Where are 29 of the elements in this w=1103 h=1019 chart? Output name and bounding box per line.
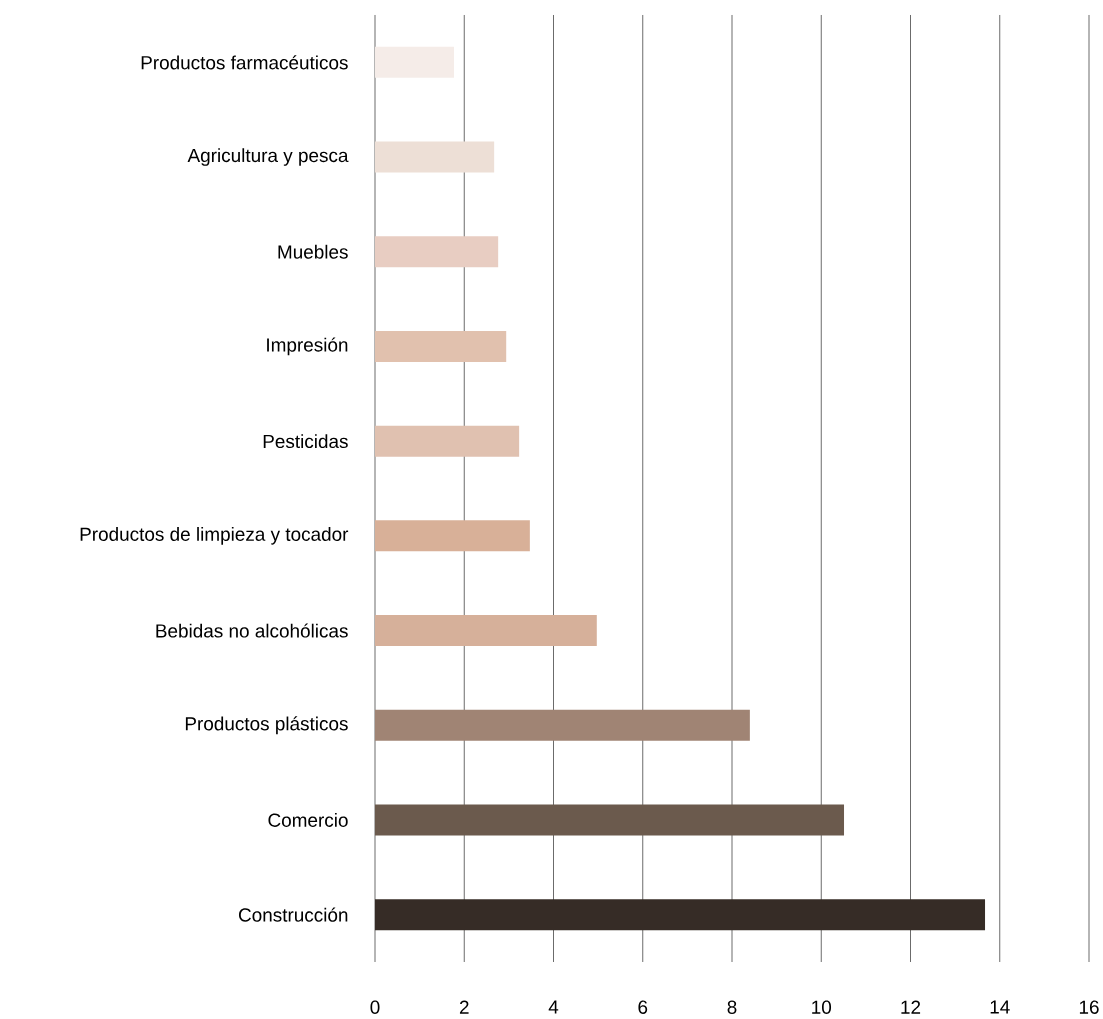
y-tick-label: Productos farmacéuticos	[141, 55, 348, 70]
x-tick-label: 10	[812, 1000, 832, 1014]
bar	[375, 899, 986, 931]
x-tick-label: 16	[1079, 1000, 1099, 1014]
bar	[375, 236, 499, 268]
bar	[375, 804, 845, 836]
y-tick-label: Bebidas no alcohólicas	[156, 623, 348, 638]
x-tick-label: 12	[901, 1000, 921, 1014]
y-tick-label: Construcción	[238, 907, 348, 922]
y-tick-label: Muebles	[278, 244, 348, 259]
y-tick-label: Productos de limpieza y tocador	[80, 527, 349, 545]
bar	[375, 520, 530, 552]
x-tick-label: 2	[459, 1000, 469, 1014]
y-tick-label: Agricultura y pesca	[187, 148, 349, 166]
y-tick-label: Pesticidas	[263, 434, 348, 449]
bar	[375, 46, 454, 78]
x-tick-label: 0	[370, 1000, 380, 1014]
bar	[375, 709, 750, 741]
bar	[375, 615, 597, 647]
y-tick-label: Productos plásticos	[185, 716, 348, 735]
x-tick-label: 4	[548, 1000, 559, 1014]
y-tick-label: Impresión	[267, 337, 348, 356]
bar	[375, 330, 507, 362]
x-tick-label: 6	[638, 1000, 648, 1014]
bar	[375, 141, 495, 173]
x-tick-label: 8	[727, 1000, 737, 1014]
x-tick-label: 14	[990, 1000, 1010, 1014]
y-tick-label: Comercio	[268, 812, 348, 827]
bar	[375, 425, 520, 457]
